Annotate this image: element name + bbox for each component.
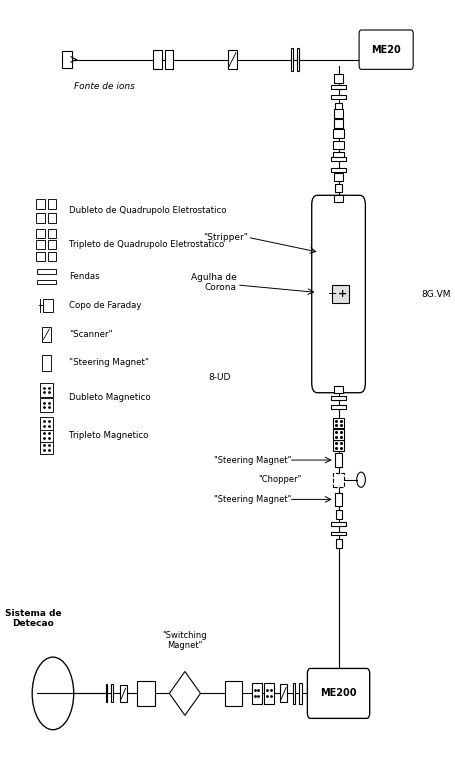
Bar: [40, 440, 53, 454]
Text: Fendas: Fendas: [69, 272, 99, 281]
Bar: [36, 251, 45, 261]
Bar: [332, 429, 344, 440]
Bar: [36, 240, 45, 249]
Text: "Steering Magnet": "Steering Magnet": [69, 358, 149, 367]
Bar: [41, 327, 51, 341]
Text: Sistema de
Detecao: Sistema de Detecao: [5, 609, 61, 629]
Bar: [335, 539, 341, 548]
Polygon shape: [169, 671, 200, 716]
Text: Tripleto de Quadrupolo Eletrostatico: Tripleto de Quadrupolo Eletrostatico: [69, 240, 224, 249]
Bar: [334, 453, 342, 467]
Bar: [37, 280, 56, 284]
Bar: [279, 684, 287, 703]
Text: 8G.VM: 8G.VM: [420, 290, 450, 299]
FancyBboxPatch shape: [307, 668, 369, 719]
Bar: [227, 50, 237, 69]
Bar: [333, 74, 343, 82]
FancyBboxPatch shape: [311, 195, 364, 392]
Bar: [330, 523, 345, 527]
Text: Dubleto de Quadrupolo Eletrostatico: Dubleto de Quadrupolo Eletrostatico: [69, 207, 226, 216]
FancyBboxPatch shape: [359, 30, 412, 69]
Bar: [48, 251, 56, 261]
Bar: [252, 683, 261, 704]
Text: Agulha de
Corona: Agulha de Corona: [191, 273, 236, 293]
Bar: [334, 194, 342, 202]
Bar: [330, 95, 345, 99]
Text: Fonte de ions: Fonte de ions: [74, 82, 135, 91]
Bar: [48, 199, 56, 209]
Text: ME20: ME20: [370, 45, 400, 55]
Bar: [333, 120, 343, 128]
Text: ME200: ME200: [319, 688, 356, 699]
Text: "Chopper": "Chopper": [258, 475, 301, 484]
Bar: [37, 269, 56, 274]
Bar: [330, 85, 345, 88]
Bar: [291, 48, 293, 71]
Bar: [40, 417, 53, 431]
Bar: [333, 473, 343, 486]
Bar: [330, 396, 345, 400]
Bar: [137, 681, 154, 706]
Bar: [48, 229, 56, 238]
Text: "Stripper": "Stripper": [202, 232, 247, 242]
Bar: [334, 386, 342, 393]
Bar: [297, 48, 299, 71]
Text: −: −: [327, 289, 336, 299]
Text: Dubleto Magnetico: Dubleto Magnetico: [69, 393, 150, 402]
Bar: [42, 354, 51, 371]
Bar: [333, 152, 343, 161]
Bar: [330, 532, 345, 536]
Bar: [333, 130, 343, 138]
Text: Tripleto Magnetico: Tripleto Magnetico: [69, 431, 148, 440]
Bar: [334, 103, 342, 111]
Text: +: +: [338, 289, 347, 299]
Text: 8-UD: 8-UD: [207, 373, 230, 382]
Text: Copo de Faraday: Copo de Faraday: [69, 301, 141, 310]
Bar: [40, 399, 53, 412]
Text: "Steering Magnet": "Steering Magnet": [213, 456, 290, 465]
Bar: [62, 51, 72, 68]
Bar: [332, 440, 344, 451]
Bar: [40, 429, 53, 442]
Bar: [164, 50, 173, 69]
Bar: [330, 405, 345, 409]
Bar: [111, 684, 112, 703]
Text: "Switching
Magnet": "Switching Magnet": [162, 631, 207, 650]
Bar: [330, 168, 345, 172]
Bar: [263, 683, 273, 704]
Bar: [36, 199, 45, 209]
Bar: [106, 684, 107, 703]
Bar: [299, 683, 301, 704]
Bar: [36, 213, 45, 223]
Bar: [334, 492, 342, 506]
Bar: [333, 141, 343, 149]
Bar: [333, 109, 343, 118]
Bar: [332, 418, 344, 428]
Bar: [120, 685, 126, 702]
Bar: [48, 213, 56, 223]
Bar: [332, 285, 348, 303]
Bar: [335, 510, 341, 519]
Bar: [40, 383, 53, 397]
Bar: [153, 50, 162, 69]
Bar: [43, 299, 53, 312]
Bar: [224, 681, 242, 706]
Bar: [330, 158, 345, 162]
Text: "Steering Magnet": "Steering Magnet": [213, 495, 290, 504]
Bar: [48, 240, 56, 249]
Bar: [293, 683, 295, 704]
Bar: [334, 173, 342, 181]
Bar: [36, 229, 45, 238]
Bar: [334, 184, 342, 192]
Text: "Scanner": "Scanner": [69, 330, 112, 338]
